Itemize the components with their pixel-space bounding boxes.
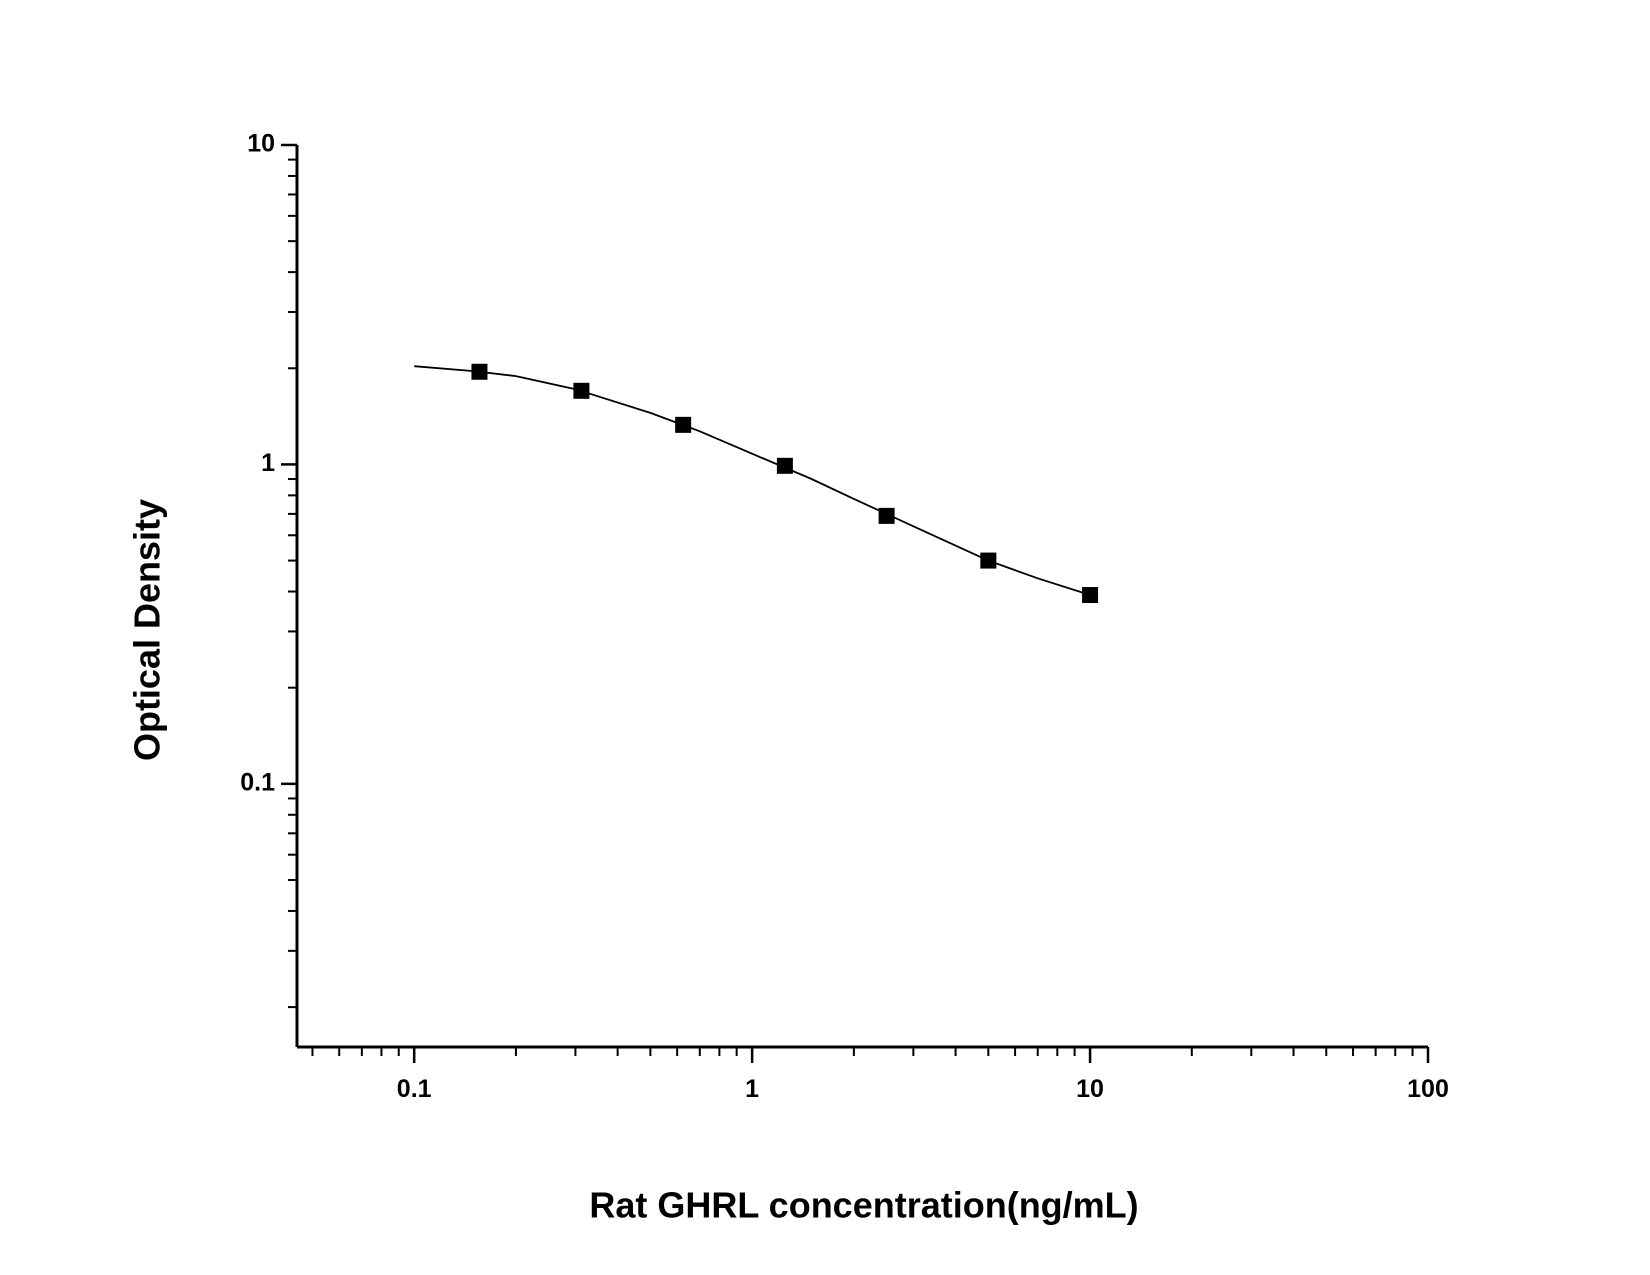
x-axis-label: Rat GHRL concentration(ng/mL)	[589, 1185, 1138, 1226]
data-point	[776, 457, 793, 474]
data-point	[471, 363, 488, 380]
data-point	[1082, 587, 1099, 604]
y-tick-label: 10	[247, 130, 275, 158]
x-tick-label: 0.1	[397, 1075, 432, 1103]
data-point	[878, 507, 895, 524]
data-point	[980, 552, 997, 569]
y-tick-label: 1	[261, 449, 275, 477]
x-tick-label: 10	[1076, 1075, 1104, 1103]
data-point	[573, 382, 590, 399]
x-tick-label: 1	[745, 1075, 759, 1103]
y-tick-label: 0.1	[240, 768, 275, 796]
data-point	[675, 416, 692, 433]
x-tick-label: 100	[1407, 1075, 1449, 1103]
y-axis-label: Optical Density	[127, 499, 168, 761]
